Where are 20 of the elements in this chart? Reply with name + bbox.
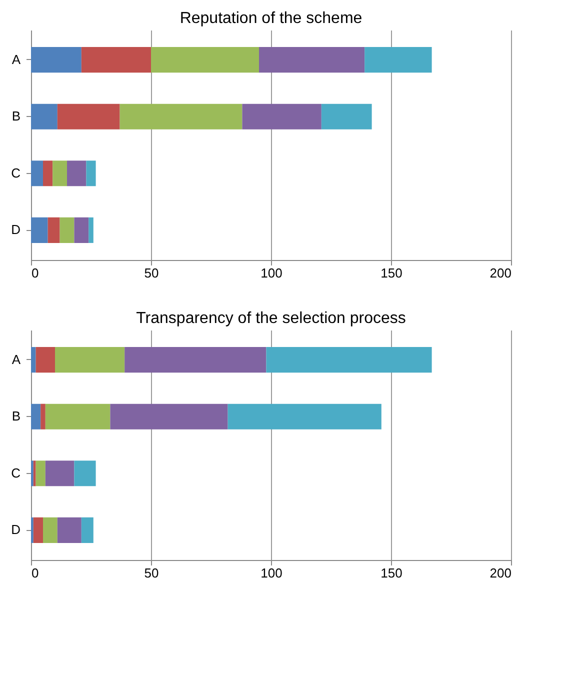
y-tick-label: B	[12, 408, 20, 424]
x-tick-label: 200	[490, 566, 512, 580]
y-tick-label: C	[11, 465, 20, 480]
y-tick-label: C	[11, 165, 20, 180]
chart-title: Reputation of the scheme	[180, 10, 362, 27]
x-tick-label: 50	[144, 566, 159, 580]
y-tick-label: D	[11, 522, 20, 538]
x-tick-label: 200	[490, 266, 512, 280]
x-tick-label: 0	[32, 566, 39, 580]
x-tick-label: 100	[260, 266, 282, 280]
y-tick-label: D	[11, 222, 20, 238]
x-tick-label: 50	[144, 266, 159, 280]
x-tick-label: 100	[260, 566, 282, 580]
x-tick-label: 0	[32, 266, 39, 280]
chart-title: Transparency of the selection process	[136, 310, 406, 327]
y-tick-label: A	[12, 352, 21, 367]
y-tick-label: A	[12, 52, 21, 67]
x-tick-label: 150	[380, 266, 402, 280]
x-tick-label: 150	[380, 566, 402, 580]
y-tick-label: B	[12, 108, 20, 124]
